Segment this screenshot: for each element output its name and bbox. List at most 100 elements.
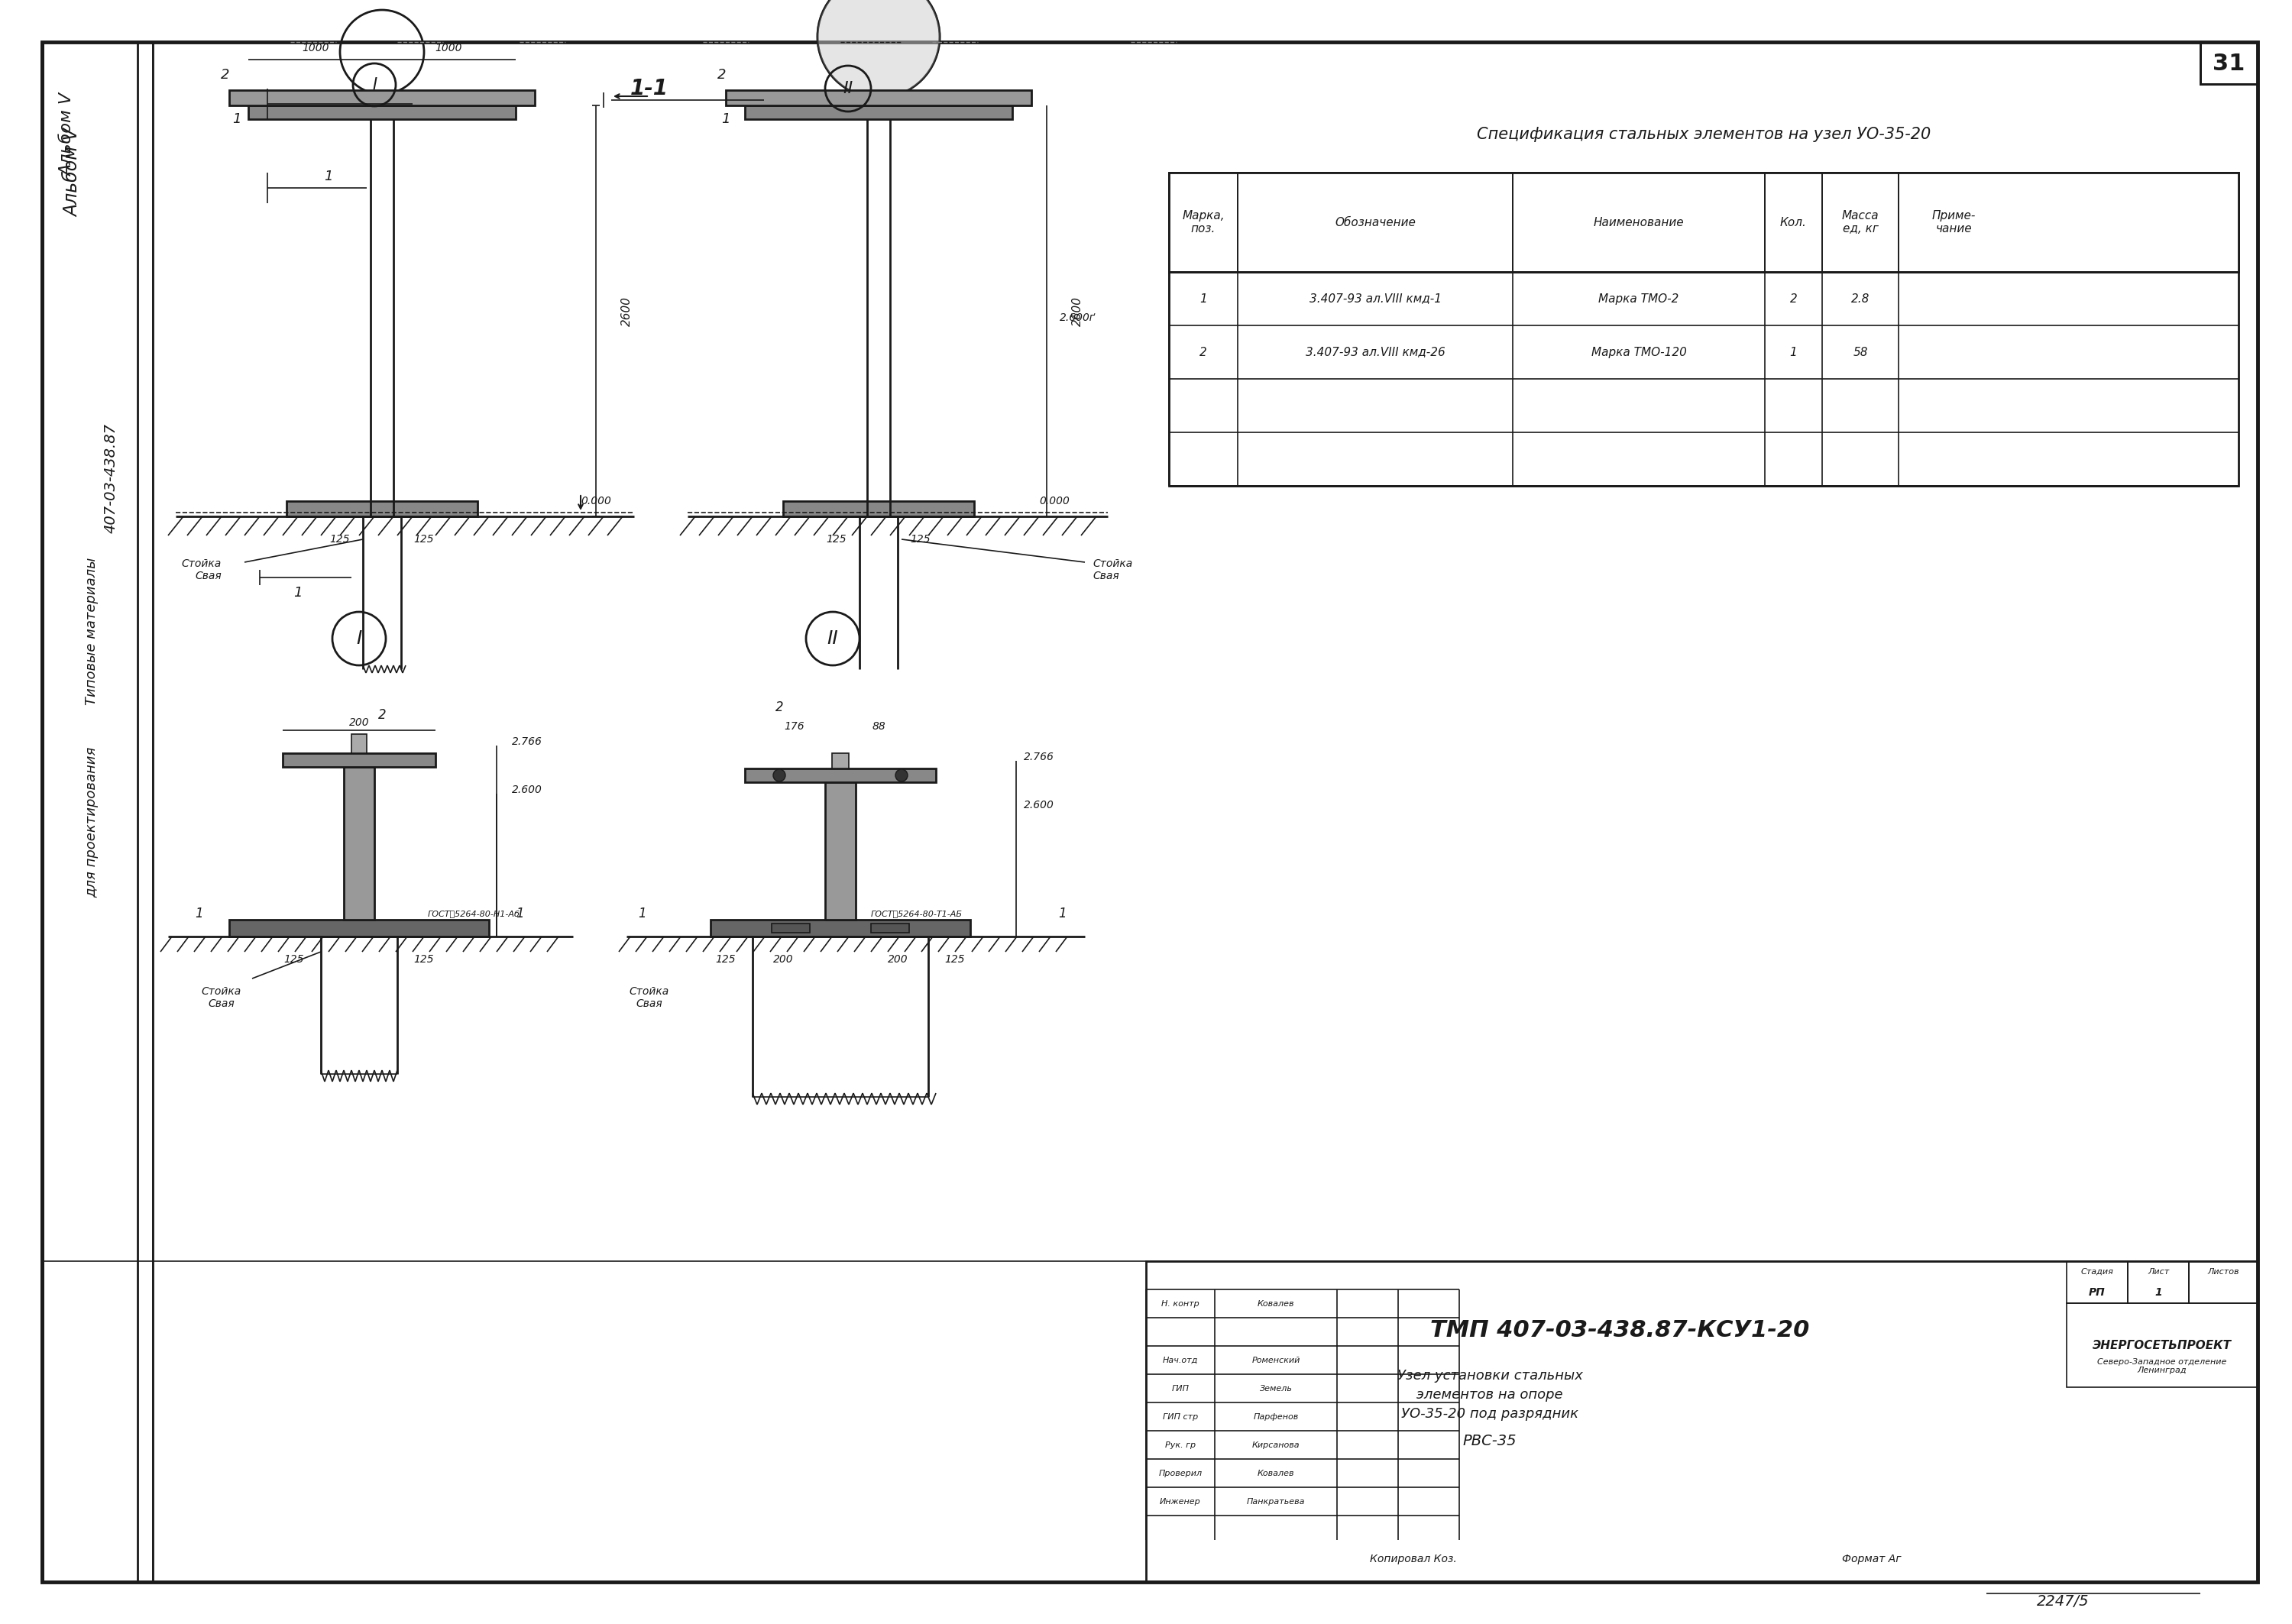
Text: 125: 125	[715, 953, 736, 965]
Text: 1: 1	[323, 169, 332, 184]
Text: Наименование: Наименование	[1593, 216, 1685, 227]
Text: 2.766: 2.766	[1025, 752, 1054, 762]
Bar	[772, 924, 809, 932]
Text: Марка ТМО-2: Марка ТМО-2	[1598, 292, 1680, 304]
Text: 1-1: 1-1	[630, 78, 669, 99]
Bar	[229, 919, 488, 937]
Bar	[1146, 1262, 2258, 1582]
Text: Спецификация стальных элементов на узел УО-35-20: Спецификация стальных элементов на узел …	[1476, 127, 1930, 141]
Bar	[1169, 172, 2239, 486]
Bar	[248, 106, 516, 119]
Text: 200: 200	[887, 953, 908, 965]
Bar	[2127, 1262, 2189, 1302]
Text: 125: 125	[944, 953, 965, 965]
Text: 3.407-93 ал.VIII кмд-1: 3.407-93 ал.VIII кмд-1	[1309, 292, 1442, 304]
Text: Копировал Коз.: Копировал Коз.	[1371, 1554, 1458, 1564]
Text: 1: 1	[1199, 292, 1208, 304]
Text: Ковалев: Ковалев	[1258, 1301, 1295, 1307]
Text: I: I	[371, 78, 376, 93]
Text: Ковалев: Ковалев	[1258, 1470, 1295, 1478]
Text: 2.600ґ: 2.600ґ	[1059, 312, 1096, 323]
Text: 58: 58	[1852, 346, 1868, 357]
Bar	[2189, 1262, 2258, 1302]
Text: Масса
ед, кг: Масса ед, кг	[1843, 209, 1879, 234]
Text: 31: 31	[2212, 52, 2244, 75]
Text: элементов на опоре: элементов на опоре	[1416, 1389, 1563, 1402]
Text: Стадия: Стадия	[2081, 1268, 2113, 1275]
Bar	[2200, 42, 2258, 84]
Text: Проверил: Проверил	[1157, 1470, 1203, 1478]
Text: 1: 1	[722, 112, 731, 127]
Text: 125: 125	[284, 953, 305, 965]
Bar	[2200, 42, 2258, 84]
Text: Альбом V: Альбом V	[60, 93, 76, 175]
Text: Узел установки стальных: Узел установки стальных	[1398, 1369, 1581, 1382]
Text: ГИП: ГИП	[1171, 1385, 1190, 1392]
Text: 2.600: 2.600	[511, 784, 543, 796]
Text: Роменский: Роменский	[1251, 1356, 1300, 1364]
Text: ГОСТԦ5264-80-Н1-Аб: ГОСТԦ5264-80-Н1-Аб	[429, 909, 520, 918]
Text: 176: 176	[784, 721, 804, 732]
Bar	[784, 502, 974, 516]
Text: Формат Аг: Формат Аг	[1843, 1554, 1902, 1564]
Bar	[2067, 1262, 2127, 1302]
Text: 2: 2	[1790, 292, 1797, 304]
Text: Типовые материалы: Типовые материалы	[85, 557, 99, 705]
Bar	[745, 768, 935, 783]
Text: 2247/5: 2247/5	[2038, 1593, 2088, 1608]
Text: II: II	[843, 81, 853, 96]
Text: 125: 125	[415, 953, 433, 965]
Text: 3.407-93 ал.VIII кмд-26: 3.407-93 ал.VIII кмд-26	[1306, 346, 1444, 357]
Bar	[825, 783, 855, 919]
Text: Марка ТМО-120: Марка ТМО-120	[1591, 346, 1687, 357]
Text: II: II	[827, 630, 839, 648]
Text: 2: 2	[220, 68, 229, 81]
Text: 125: 125	[910, 534, 931, 544]
Text: Нач.отд: Нач.отд	[1162, 1356, 1199, 1364]
Text: Северо-Западное отделение
Ленинград: Северо-Западное отделение Ленинград	[2097, 1358, 2228, 1374]
Text: 2: 2	[378, 708, 385, 721]
Text: РП: РП	[2088, 1288, 2106, 1298]
Text: Кол.: Кол.	[1781, 216, 1806, 227]
Text: 0.000: 0.000	[1038, 495, 1070, 507]
Text: 1: 1	[195, 906, 202, 921]
Text: Рук. гр: Рук. гр	[1164, 1442, 1196, 1449]
Bar	[229, 91, 534, 106]
Text: Марка,
поз.: Марка, поз.	[1183, 209, 1224, 234]
Circle shape	[772, 770, 786, 781]
Text: 2: 2	[717, 68, 727, 81]
Text: 2: 2	[775, 700, 784, 715]
Text: Кирсанова: Кирсанова	[1251, 1442, 1300, 1449]
Text: 125: 125	[827, 534, 846, 544]
Text: ЭНЕРГОСЕТЬПРОЕКТ: ЭНЕРГОСЕТЬПРОЕКТ	[2093, 1340, 2232, 1351]
Text: Листов: Листов	[2207, 1268, 2239, 1275]
Bar	[832, 754, 848, 768]
Text: 1: 1	[516, 906, 523, 921]
Bar	[344, 767, 374, 919]
Circle shape	[818, 0, 940, 97]
Text: 1000: 1000	[303, 42, 330, 54]
Text: 125: 125	[415, 534, 433, 544]
Text: Лист: Лист	[2148, 1268, 2168, 1275]
Text: 2.600: 2.600	[1025, 799, 1054, 810]
Text: 125: 125	[330, 534, 351, 544]
Bar	[871, 924, 910, 932]
Text: Обозначение: Обозначение	[1334, 216, 1416, 227]
Bar	[2200, 42, 2258, 84]
Bar	[1169, 172, 2239, 271]
Text: Альбом V: Альбом V	[64, 128, 83, 218]
Text: 1: 1	[231, 112, 241, 127]
Text: 2: 2	[1199, 346, 1208, 357]
Bar	[745, 106, 1013, 119]
Text: Стойка
Свая: Стойка Свая	[630, 986, 669, 1009]
Text: Н. контр: Н. контр	[1162, 1301, 1199, 1307]
Text: 1000: 1000	[435, 42, 463, 54]
Text: ТМП 407-03-438.87-КСУ1-20: ТМП 407-03-438.87-КСУ1-20	[1430, 1319, 1808, 1341]
Bar	[351, 734, 367, 754]
Text: для проектирования: для проектирования	[85, 747, 99, 898]
Text: 1: 1	[2154, 1288, 2161, 1298]
Text: 2.766: 2.766	[511, 736, 543, 747]
Text: 1: 1	[637, 906, 646, 921]
Text: 200: 200	[348, 718, 369, 728]
Text: 200: 200	[772, 953, 793, 965]
